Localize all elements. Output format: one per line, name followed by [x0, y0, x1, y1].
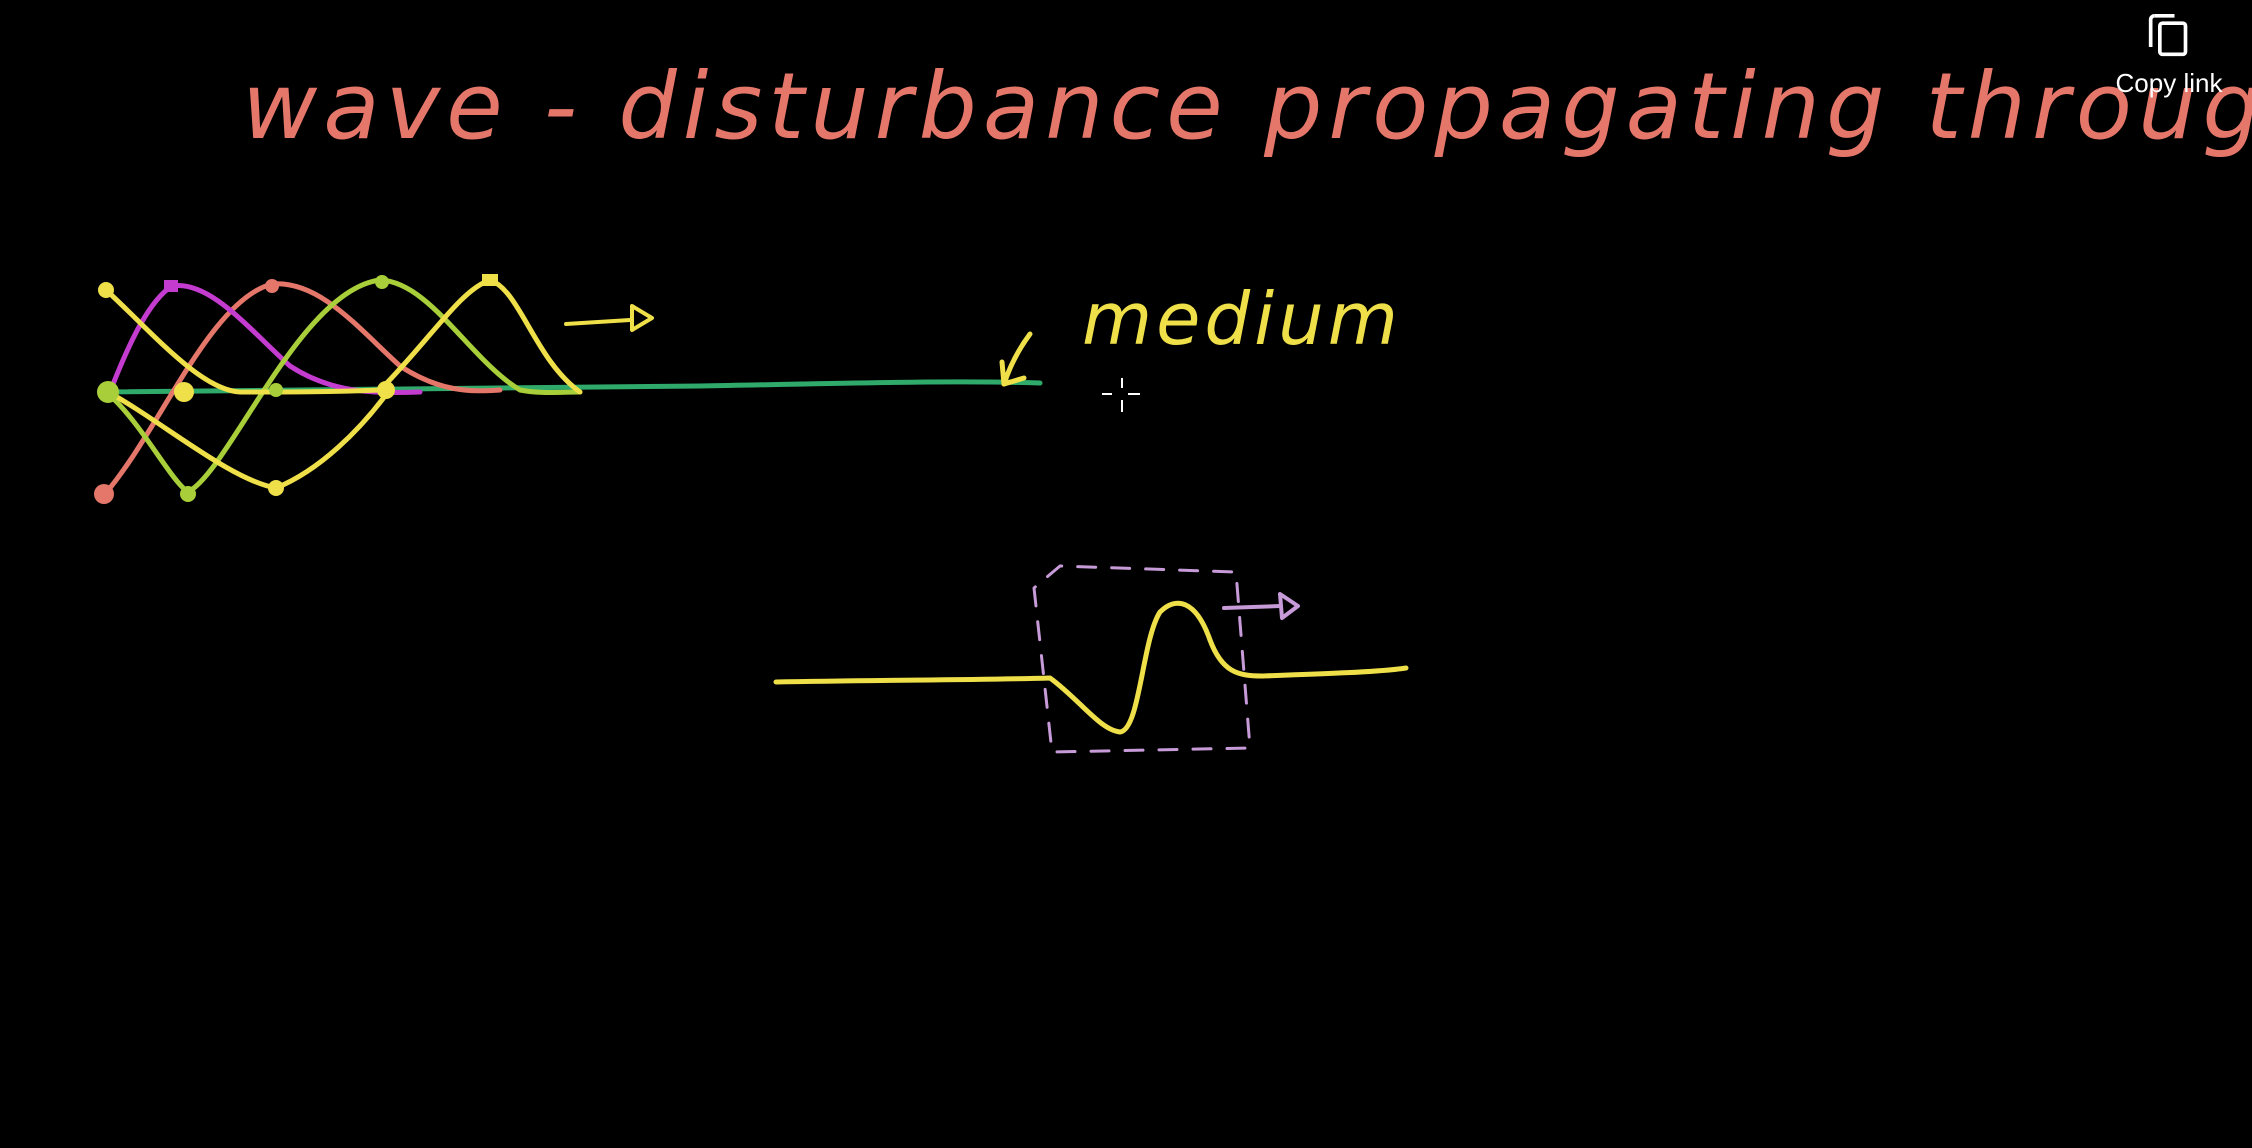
crosshair-cursor-icon: [1102, 378, 1140, 412]
dot-yellow: [268, 480, 284, 496]
medium-label: medium: [1082, 277, 1402, 361]
copy-link-button[interactable]: Copy link: [2094, 12, 2244, 112]
wave-lime: [103, 277, 583, 495]
dot-medium-2: [174, 382, 194, 402]
board-title: wave - disturbance propagating through s…: [242, 53, 2252, 160]
dot-medium-3: [269, 383, 283, 397]
wave-salmon: [102, 281, 503, 497]
dot-medium-4: [377, 381, 395, 399]
dot-peak-magenta: [164, 280, 178, 292]
dot-peak-salmon: [265, 279, 279, 293]
dot-lime: [180, 486, 196, 502]
pulse-arrow-head: [1278, 592, 1300, 620]
pulse-medium-line: [773, 600, 1409, 735]
dot-medium-1: [97, 381, 119, 403]
dot-peak-yellow: [482, 274, 498, 286]
propagation-arrow-head: [630, 304, 654, 332]
copy-link-label: Copy link: [2115, 68, 2223, 98]
copy-icon: [2148, 14, 2188, 57]
pulse-arrow: [1222, 604, 1282, 610]
pulse-bounding-box: [1032, 564, 1252, 754]
dot-salmon: [94, 484, 114, 504]
dot-peak-lime: [375, 275, 389, 289]
dot-yellow-top: [98, 282, 114, 298]
propagation-arrow: [564, 318, 632, 326]
traveling-wave-diagram: [94, 274, 1043, 504]
medium-pointer-arrow: [999, 331, 1033, 387]
wave-pulse-diagram: [773, 564, 1409, 754]
